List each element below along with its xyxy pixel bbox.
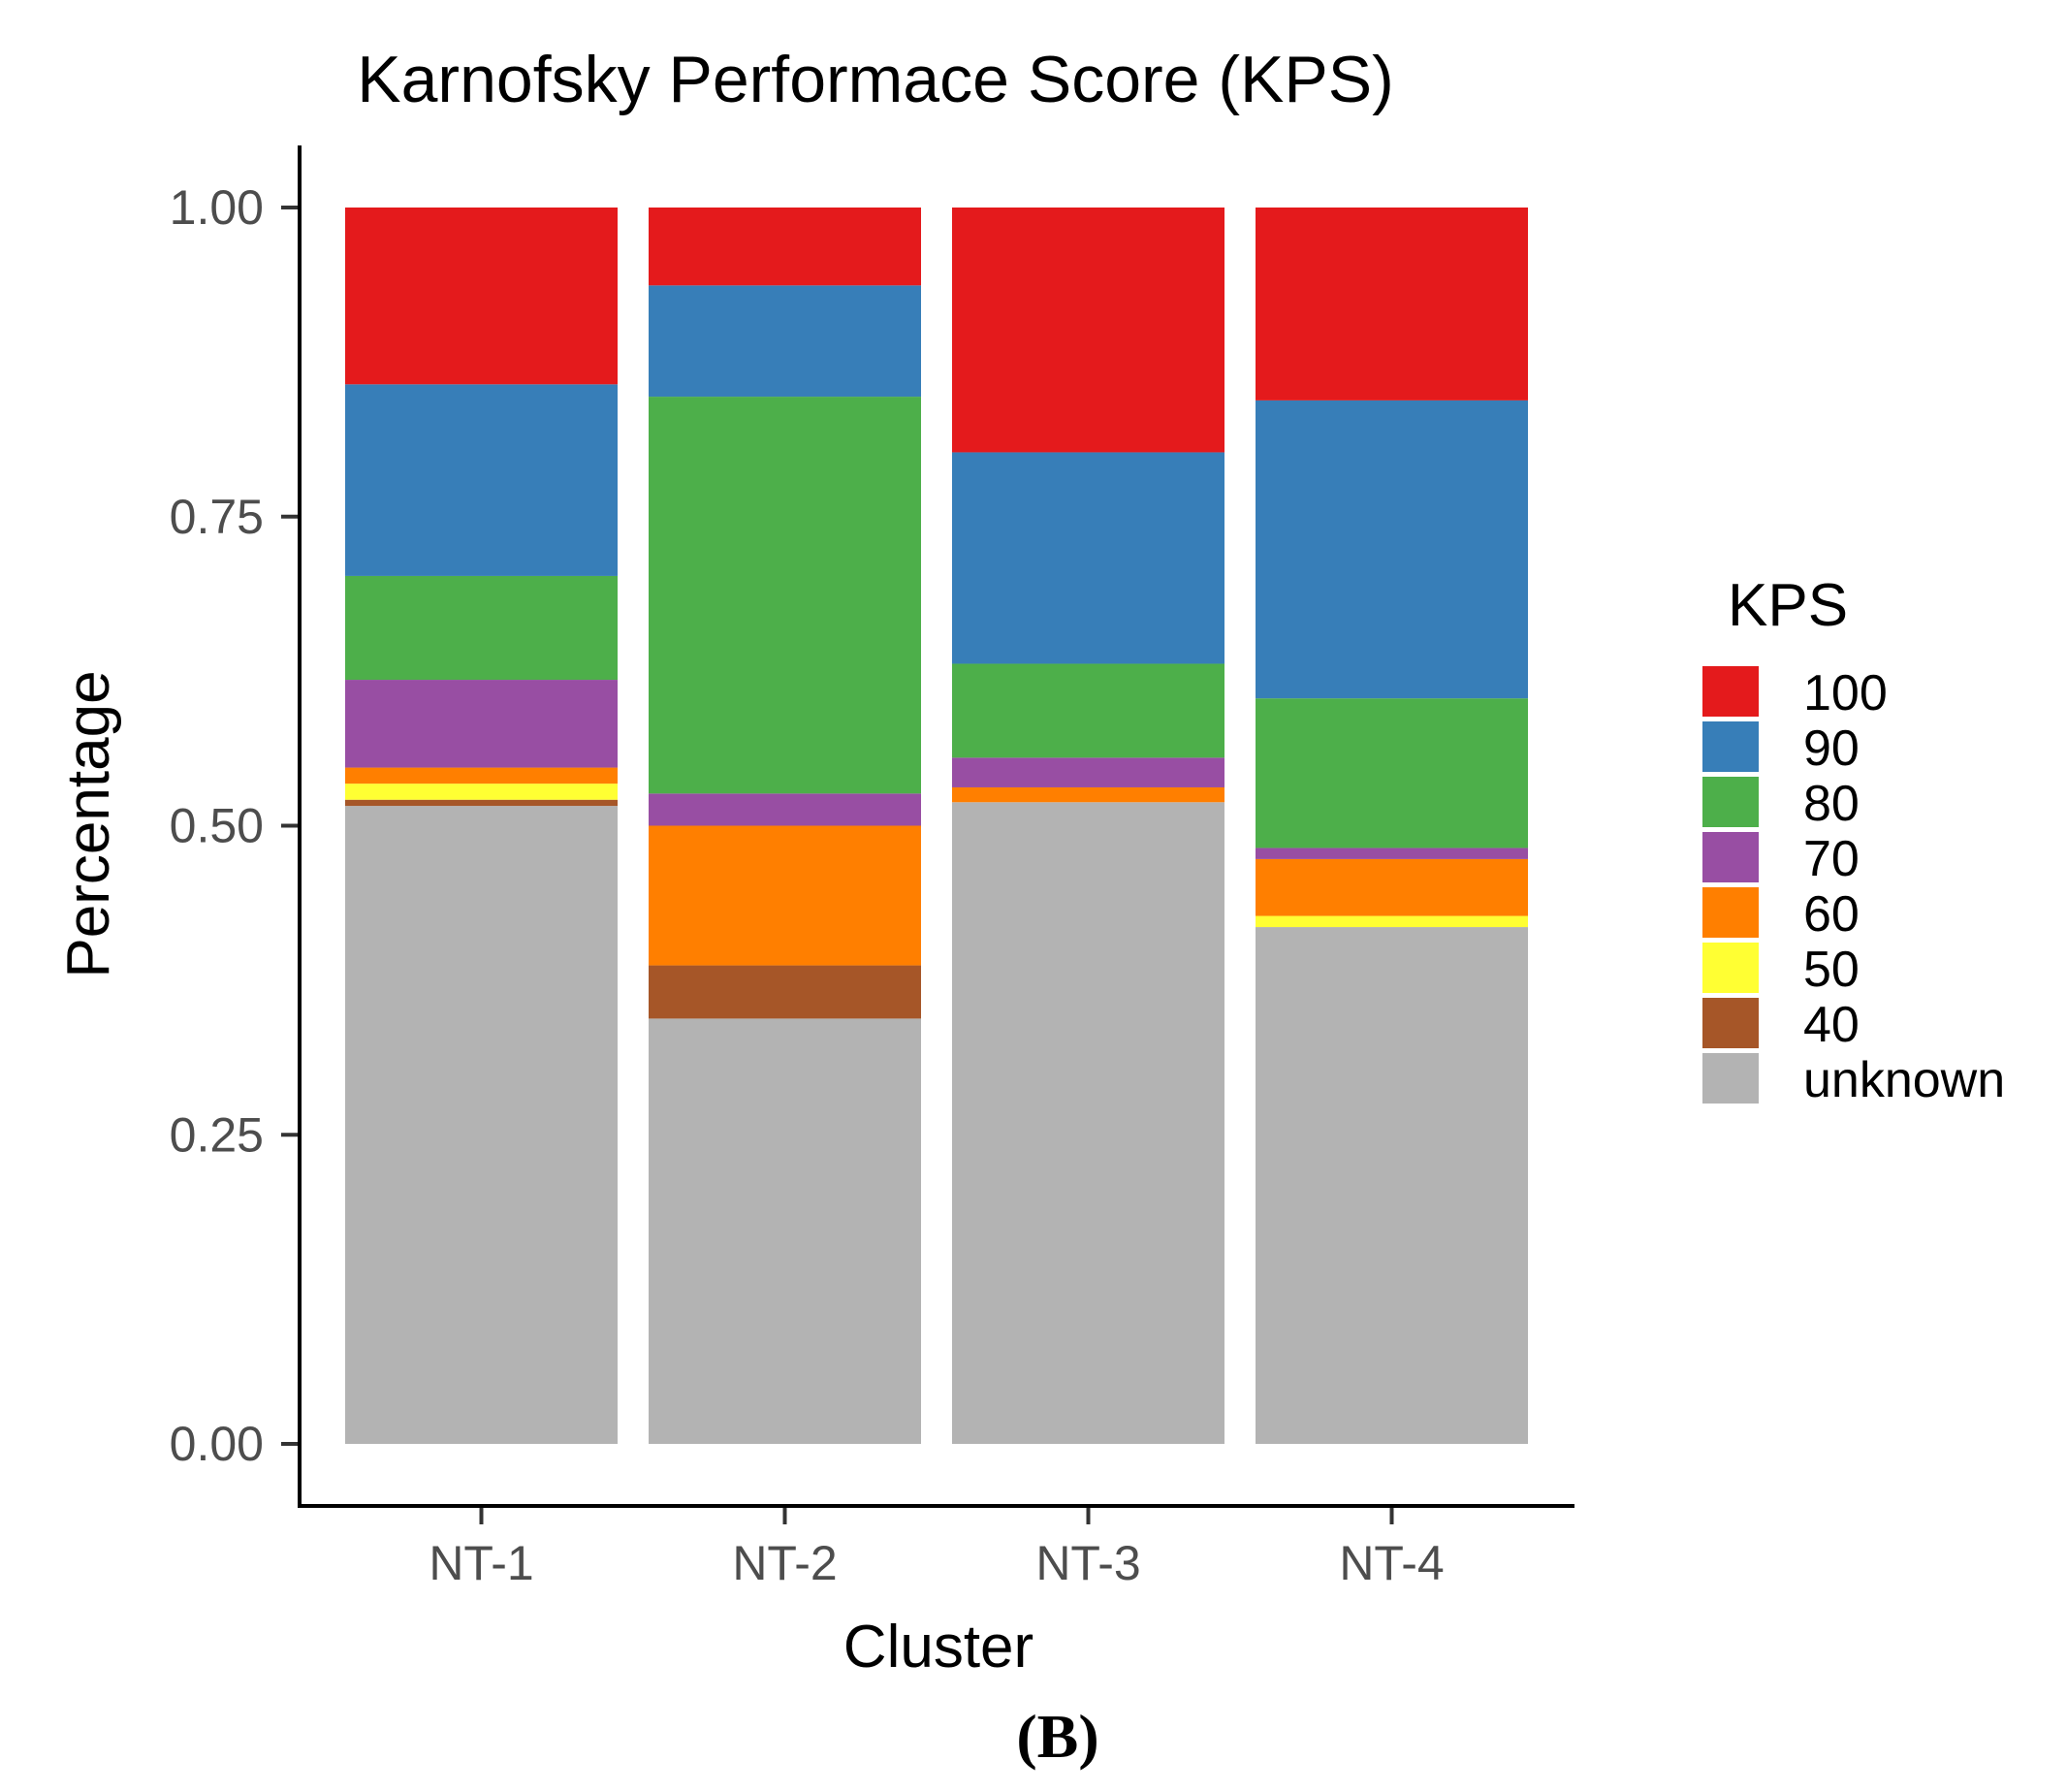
bar-segment-nt-2-90: [649, 285, 921, 398]
bar-segment-nt-3-unknown: [952, 802, 1224, 1444]
bar-segment-nt-3-90: [952, 452, 1224, 664]
x-axis-label: Cluster: [843, 1614, 1034, 1680]
bar-segment-nt-4-70: [1256, 848, 1528, 859]
bar-segment-nt-3-60: [952, 786, 1224, 803]
y-tick-label: 1.00: [170, 180, 264, 235]
bar-segment-nt-1-80: [345, 575, 618, 681]
figure-panel-label: (B): [1016, 1702, 1098, 1771]
y-tick-label: 0.00: [170, 1417, 264, 1471]
y-axis-label: Percentage: [55, 670, 122, 977]
legend-swatch-100: [1702, 666, 1759, 717]
y-tick-label: 0.75: [170, 490, 264, 544]
bar-segment-nt-1-60: [345, 767, 618, 784]
legend-swatch-unknown: [1702, 1053, 1759, 1104]
legend-label-90: 90: [1803, 720, 1860, 777]
legend-title: KPS: [1728, 572, 1848, 639]
bar-segment-nt-1-unknown: [345, 806, 618, 1444]
legend-label-70: 70: [1803, 831, 1860, 887]
bar-segment-nt-4-60: [1256, 858, 1528, 916]
bar-segment-nt-3-80: [952, 663, 1224, 758]
x-tick-label: NT-2: [732, 1536, 837, 1590]
bar-segment-nt-2-70: [649, 793, 921, 826]
bar-segment-nt-1-90: [345, 384, 618, 576]
bars-group: [345, 208, 1528, 1444]
bar-segment-nt-2-60: [649, 825, 921, 966]
y-axis-ticks: 0.00 0.25 0.50 0.75 1.00: [170, 180, 300, 1471]
bar-segment-nt-4-90: [1256, 400, 1528, 699]
legend-swatch-80: [1702, 777, 1759, 827]
bar-segment-nt-4-100: [1256, 208, 1528, 400]
legend-swatch-40: [1702, 998, 1759, 1048]
bar-segment-nt-4-50: [1256, 915, 1528, 928]
bar-segment-nt-1-40: [345, 799, 618, 807]
bar-segment-nt-2-40: [649, 965, 921, 1019]
legend-label-60: 60: [1803, 886, 1860, 943]
legend-swatch-90: [1702, 721, 1759, 772]
bar-segment-nt-1-70: [345, 680, 618, 768]
bar-segment-nt-1-50: [345, 784, 618, 800]
x-tick-label: NT-3: [1035, 1536, 1140, 1590]
bar-segment-nt-4-unknown: [1256, 927, 1528, 1444]
bar-segment-nt-3-70: [952, 757, 1224, 787]
bar-segment-nt-3-100: [952, 208, 1224, 453]
bar-segment-nt-2-100: [649, 208, 921, 286]
legend-swatch-50: [1702, 943, 1759, 993]
legend-label-100: 100: [1803, 665, 1888, 721]
legend-swatch-60: [1702, 887, 1759, 938]
bar-segment-nt-1-100: [345, 208, 618, 385]
legend-label-unknown: unknown: [1803, 1052, 2005, 1108]
x-tick-label: NT-1: [429, 1536, 533, 1590]
legend-swatch-70: [1702, 832, 1759, 882]
legend-label-80: 80: [1803, 776, 1860, 832]
y-tick-label: 0.50: [170, 799, 264, 853]
bar-segment-nt-4-80: [1256, 698, 1528, 848]
bar-segment-nt-2-unknown: [649, 1018, 921, 1444]
legend-label-50: 50: [1803, 942, 1860, 998]
bar-segment-nt-2-80: [649, 397, 921, 794]
y-tick-label: 0.25: [170, 1107, 264, 1162]
legend-label-40: 40: [1803, 997, 1860, 1053]
x-tick-label: NT-4: [1339, 1536, 1444, 1590]
x-axis-ticks: NT-1 NT-2 NT-3 NT-4: [429, 1506, 1445, 1590]
chart-title: Karnofsky Performace Score (KPS): [357, 43, 1393, 116]
